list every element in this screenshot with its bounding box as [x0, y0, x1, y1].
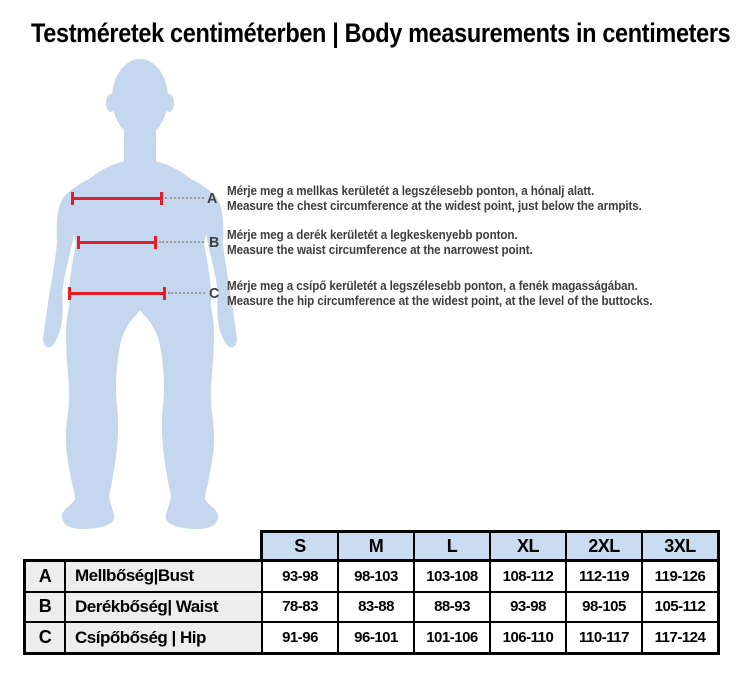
- size-value: 110-117: [567, 623, 641, 652]
- size-value: 108-112: [491, 562, 565, 591]
- size-value: 117-124: [643, 623, 717, 652]
- size-column-header: 3XL: [643, 533, 717, 559]
- waist-description-en: Measure the waist circumference at the n…: [227, 242, 533, 257]
- waist-description: Mérje meg a derék kerületét a legkeskeny…: [227, 228, 533, 257]
- figure-head: [112, 59, 168, 137]
- size-column-header: L: [415, 533, 489, 559]
- hip-description-en: Measure the hip circumference at the wid…: [227, 293, 653, 308]
- size-table-header: S M L XL 2XL 3XL: [260, 530, 720, 559]
- size-value: 103-108: [415, 562, 489, 591]
- size-column-header: XL: [491, 533, 565, 559]
- waist-key-label: B: [209, 234, 220, 251]
- chest-key-label: A: [207, 190, 218, 207]
- waist-measure-line: [77, 236, 157, 249]
- size-value: 93-98: [491, 592, 565, 622]
- size-column-header: M: [339, 533, 413, 559]
- size-value: 78-83: [263, 592, 337, 622]
- figure-left-leg: [61, 286, 140, 529]
- hip-measure-line: [68, 287, 166, 300]
- size-value: 105-112: [643, 592, 717, 622]
- size-value: 91-96: [263, 623, 337, 652]
- page-title: Testméretek centiméterben | Body measure…: [31, 18, 731, 48]
- size-value: 119-126: [643, 562, 717, 591]
- chest-description: Mérje meg a mellkas kerületét a legszéle…: [227, 184, 642, 213]
- size-value: 101-106: [415, 623, 489, 652]
- size-value: 98-103: [339, 562, 413, 591]
- size-value: 106-110: [491, 623, 565, 652]
- size-table-body: A Mellbőség|Bust 93-98 98-103 103-108 10…: [23, 559, 720, 655]
- hip-description-hu: Mérje meg a csípő kerületét a legszélese…: [227, 279, 638, 293]
- row-key: B: [26, 592, 64, 622]
- row-label: Csípőbőség | Hip: [66, 623, 261, 652]
- chest-measure-line: [71, 192, 163, 205]
- chest-description-en: Measure the chest circumference at the w…: [227, 198, 642, 213]
- row-label: Derékbőség| Waist: [66, 592, 261, 622]
- size-value: 88-93: [415, 592, 489, 622]
- waist-leader-line: [159, 241, 204, 243]
- size-value: 93-98: [263, 562, 337, 591]
- chest-description-hu: Mérje meg a mellkas kerületét a legszéle…: [227, 184, 595, 198]
- size-value: 112-119: [567, 562, 641, 591]
- hip-key-label: C: [209, 285, 220, 302]
- waist-description-hu: Mérje meg a derék kerületét a legkeskeny…: [227, 228, 518, 242]
- row-key: C: [26, 623, 64, 652]
- row-key: A: [26, 562, 64, 591]
- chest-leader-line: [165, 197, 204, 199]
- figure-left-arm: [43, 165, 127, 348]
- figure-right-leg: [140, 286, 219, 529]
- figure-right-arm: [153, 165, 237, 348]
- size-column-header: 2XL: [567, 533, 641, 559]
- hip-description: Mérje meg a csípő kerületét a legszélese…: [227, 279, 652, 308]
- row-label: Mellbőség|Bust: [66, 562, 261, 591]
- hip-leader-line: [168, 292, 205, 294]
- size-value: 96-101: [339, 623, 413, 652]
- size-value: 83-88: [339, 592, 413, 622]
- size-value: 98-105: [567, 592, 641, 622]
- size-column-header: S: [263, 533, 337, 559]
